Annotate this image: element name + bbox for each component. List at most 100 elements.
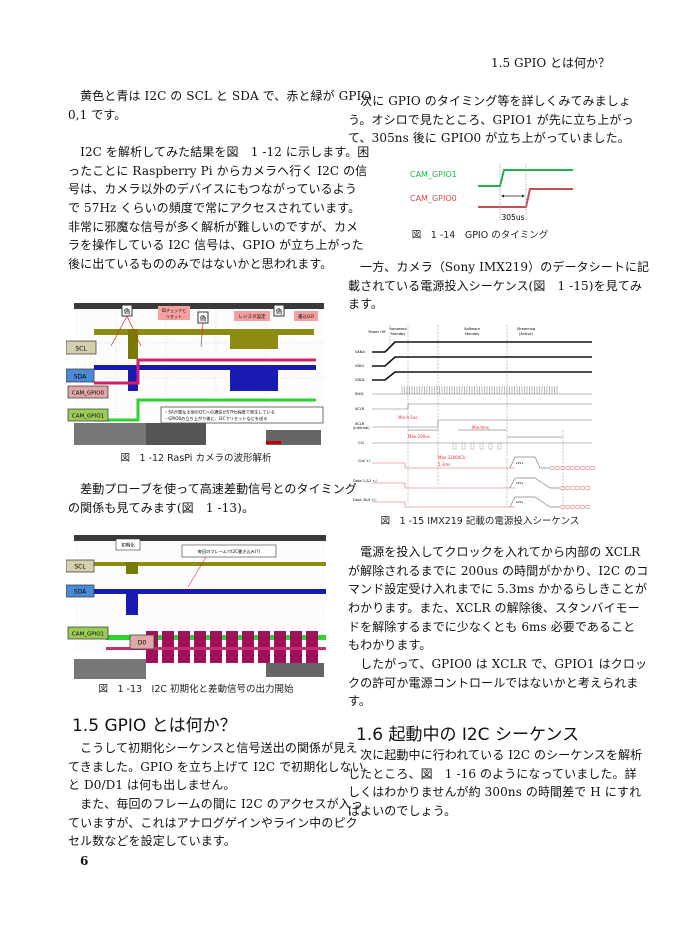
text-line: 黄色と青は I2C の SCL と SDA で、赤と緑が GPIO: [68, 89, 372, 103]
svg-text:レジスタ設定: レジスタ設定: [239, 313, 266, 320]
figure-raspi-waveform: SCL SDA CAM_GPIO0 CAM_GPIO1 ・SAが異なる他のI2C…: [65, 303, 326, 448]
paragraph: I2C を解析してみた結果を図 1 -12 に示します。困 ったことに Raspb…: [68, 143, 369, 274]
page-number: 6: [80, 854, 89, 868]
paragraph: 黄色と青は I2C の SCL と SDA で、赤と緑が GPIO 0,1 です。: [68, 87, 372, 124]
text-line: と D0/D1 は何も出しません。: [68, 778, 236, 793]
text-line: こうして初期化シーケンスと信号送出の関係が見え: [68, 741, 358, 755]
text-line: ばよいのでしょう。: [348, 804, 457, 819]
text-line: ます。: [348, 297, 384, 312]
svg-text:Power Off: Power Off: [368, 330, 386, 334]
svg-text:Min.6ms: Min.6ms: [472, 425, 489, 430]
svg-text:Software: Software: [464, 327, 481, 331]
data-transition: [569, 504, 576, 510]
text-line: クの許可か電源コントロールではないかと考えられま: [348, 675, 639, 690]
text-line: 電源を投入してクロックを入れてから内部の XCLR: [348, 545, 641, 559]
data-transition: [574, 485, 581, 491]
svg-text:Standby: Standby: [465, 332, 481, 336]
paragraph: 電源を投入してクロックを入れてから内部の XCLR が解除されるまでに 200us…: [348, 543, 649, 655]
figure-caption: 図 1 -14 GPIO のタイミング: [411, 230, 549, 241]
section-heading: 1.5 GPIO とは何か？: [72, 716, 237, 736]
text-line: したがって、GPIO0 は XCLR で、GPIO1 はクロッ: [348, 657, 648, 671]
svg-text:書込GO: 書込GO: [298, 313, 314, 320]
paragraph: 差動プローブを使って高速差動信号とのタイミング の関係も見てみます(図 1 -13…: [68, 480, 357, 517]
data-transition: [559, 504, 566, 510]
svg-text:5.3ms: 5.3ms: [438, 462, 450, 467]
text-line: もわかります。: [348, 638, 432, 653]
text-line: う。オシロで見たところ、GPIO1 が先に立ち上がっ: [348, 112, 634, 127]
text-line: マンド設定受け入れまでに 5.3ms かかるらしきことが: [348, 582, 648, 597]
svg-text:CAM_GPIO1: CAM_GPIO1: [72, 632, 104, 638]
svg-text:VANA: VANA: [355, 350, 365, 354]
svg-text:毎回のフレームでI2C書き込み(?): 毎回のフレームでI2C書き込み(?): [198, 548, 261, 555]
text-line: ったことに Raspberry Pi からカメラへ行く I2C の信: [68, 163, 368, 178]
svg-text:SCL: SCL: [75, 346, 87, 353]
svg-text:XCLR: XCLR: [355, 422, 365, 426]
data-transition: [579, 485, 586, 491]
data-transition: [569, 465, 576, 471]
paragraph: また、毎回のフレームの間に I2C のアクセスが入っ ていますが、これはアナログゲ…: [68, 795, 363, 851]
text-line: セル数などを設定しています。: [68, 834, 236, 849]
svg-text:Max.32000Ck: Max.32000Ck: [438, 455, 466, 460]
svg-text:CAM_GPIO1: CAM_GPIO1: [410, 170, 457, 179]
running-header: 1.5 GPIO とは何か？: [491, 56, 610, 70]
text-line: 差動プローブを使って高速差動信号とのタイミング: [68, 482, 357, 496]
figure-caption: 図 1 -13 I2C 初期化と差動信号の出力開始: [98, 684, 294, 695]
figure-i2c-init: SCL SDA CAM_GPIO1 D0 初期化 毎回のフレームでI2C書き込み…: [65, 535, 328, 680]
text-line: 次に起動中に行われている I2C のシーケンスを解析: [348, 748, 643, 762]
svg-text:初期化: 初期化: [121, 542, 135, 549]
text-line: てきました。GPIO を立ち上げて I2C で初期化しない: [68, 759, 364, 774]
text-line: 載されている電源投入シーケンス(図 1 -15)を見てみ: [348, 278, 642, 293]
svg-text:VDDL: VDDL: [355, 378, 365, 382]
svg-text:・GPIO0の立ち上がり後に、I2Cでリセットなどを送る: ・GPIO0の立ち上がり後に、I2Cでリセットなどを送る: [164, 415, 267, 422]
svg-text:Min.0.5us: Min.0.5us: [398, 415, 417, 420]
paragraph: 次に GPIO のタイミング等を詳しくみてみましょ う。オシロで見たところ、GPI…: [348, 92, 634, 148]
svg-text:偽: 偽: [276, 307, 283, 316]
section-heading: 1.6 起動中の I2C シーケンス: [356, 725, 580, 745]
text-line: しくはわかりませんが約 300ns の時間差で H にすれ: [348, 785, 642, 800]
svg-text:CAM_GPIO0: CAM_GPIO0: [72, 391, 105, 397]
svg-text:INCK: INCK: [355, 392, 364, 396]
svg-text:SDA: SDA: [74, 374, 87, 381]
figure-caption: 図 1 -12 RasPi カメラの波形解析: [120, 453, 272, 464]
svg-text:・SAが異なる他のI2Cへの通信が57Hz程度で発生している: ・SAが異なる他のI2Cへの通信が57Hz程度で発生している: [164, 409, 275, 416]
data-transition: [584, 504, 591, 510]
text-line: わかります。また、XCLR の解除後、スタンバイモー: [348, 601, 640, 616]
paragraph: したがって、GPIO0 は XCLR で、GPIO1 はクロッ クの許可か電源コン…: [348, 655, 648, 711]
svg-text:Data 3&4 +/-: Data 3&4 +/-: [353, 498, 377, 502]
data-transition: [584, 465, 591, 471]
svg-text:Streaming: Streaming: [517, 327, 536, 331]
paragraph: こうして初期化シーケンスと信号送出の関係が見え てきました。GPIO を立ち上げて…: [68, 739, 364, 795]
text-line: 次に GPIO のタイミング等を詳しくみてみましょ: [348, 94, 631, 108]
svg-text:VDIG: VDIG: [355, 364, 364, 368]
text-line: て、305ns 後に GPIO0 が立ち上がっていました。: [348, 131, 630, 146]
svg-text:CAM_GPIO0: CAM_GPIO0: [410, 194, 457, 203]
svg-text:Standby: Standby: [391, 332, 407, 336]
text-line: また、毎回のフレームの間に I2C のアクセスが入っ: [68, 797, 363, 811]
svg-text:SCL: SCL: [74, 564, 86, 571]
data-transition: [559, 465, 566, 471]
text-line: 後に出ているもののみではないかと思われます。: [68, 257, 333, 272]
svg-text:LP11: LP11: [516, 500, 523, 504]
svg-text:D0: D0: [138, 640, 147, 647]
svg-text:偽: 偽: [124, 307, 131, 316]
text-line: 号は、カメラ以外のデバイスにもつながっているよう: [68, 182, 357, 197]
data-transition: [569, 485, 576, 491]
svg-text:IDチェックと: IDチェックと: [162, 307, 186, 313]
text-line: が解除されるまでに 200us の時間がかかり、I2C のコ: [348, 563, 649, 578]
text-line: で 57Hz くらいの頻度で常にアクセスされています。: [68, 201, 361, 216]
data-transition: [579, 465, 586, 471]
svg-text:SDA: SDA: [74, 589, 87, 596]
text-line: したところ、図 1 -16 のようになっていました。詳: [348, 766, 637, 781]
data-transition: [559, 485, 566, 491]
svg-text:(internal): (internal): [353, 426, 370, 430]
paragraph: 次に起動中に行われている I2C のシーケンスを解析 したところ、図 1 -16 …: [348, 746, 643, 821]
svg-text:305us: 305us: [502, 213, 525, 222]
svg-text:Data 1,&2 +/-: Data 1,&2 +/-: [353, 479, 379, 483]
data-transition: [549, 465, 556, 471]
data-transition: [564, 485, 571, 491]
svg-text:(Active): (Active): [519, 332, 534, 336]
text-line: 0,1 です。: [68, 107, 127, 122]
data-transition: [589, 465, 596, 471]
text-line: ラを操作している I2C 信号は、GPIO が立ち上がった: [68, 238, 364, 253]
data-transition: [579, 504, 586, 510]
